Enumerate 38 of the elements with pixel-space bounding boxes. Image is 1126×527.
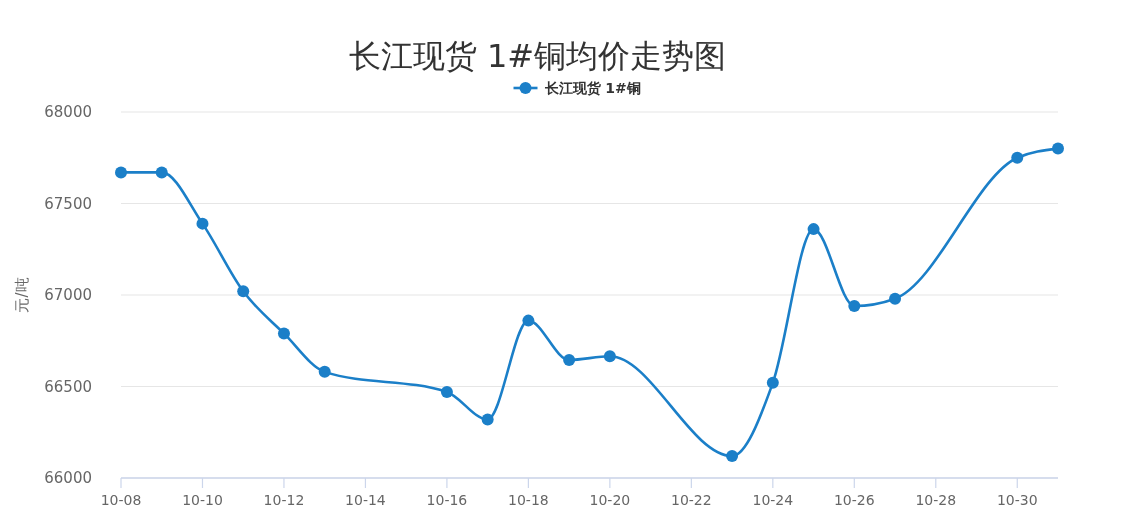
point <box>155 166 168 179</box>
point <box>726 450 739 463</box>
y-tick-label: 67500 <box>44 194 92 213</box>
point <box>1011 151 1024 164</box>
point <box>237 285 250 298</box>
point <box>440 385 453 398</box>
x-tick-label: 10-08 <box>100 492 142 508</box>
point <box>277 327 290 340</box>
x-tick-label: 10-22 <box>671 492 712 508</box>
point <box>1052 142 1064 155</box>
point <box>807 223 820 236</box>
x-tick-label: 10-10 <box>182 492 223 508</box>
point <box>563 353 576 366</box>
x-tick-label: 10-16 <box>426 492 468 508</box>
point <box>318 365 331 378</box>
point <box>522 314 535 327</box>
point <box>766 376 779 389</box>
y-axis-title: 元/吨 <box>13 277 31 313</box>
x-tick-label: 10-14 <box>345 492 386 508</box>
x-tick-label: 10-20 <box>589 492 631 508</box>
y-tick-label: 66500 <box>44 377 92 396</box>
x-tick-label: 10-24 <box>752 492 794 508</box>
chart-title: 长江现货 1#铜均价走势图 <box>348 37 727 75</box>
point <box>115 166 127 179</box>
x-tick-label: 10-30 <box>996 492 1038 508</box>
x-tick-label: 10-18 <box>508 492 549 508</box>
legend-label: 长江现货 1#铜 <box>543 80 641 96</box>
x-tick-label: 10-12 <box>263 492 305 508</box>
point <box>481 413 494 426</box>
y-tick-label: 67000 <box>44 286 92 304</box>
y-tick-label: 68000 <box>44 103 92 121</box>
x-tick-label: 10-28 <box>915 492 957 508</box>
y-tick-label: 66000 <box>44 469 92 487</box>
x-tick-label: 10-26 <box>833 492 875 508</box>
point <box>889 292 902 305</box>
point <box>848 299 861 312</box>
point <box>196 217 209 230</box>
point <box>603 350 616 363</box>
